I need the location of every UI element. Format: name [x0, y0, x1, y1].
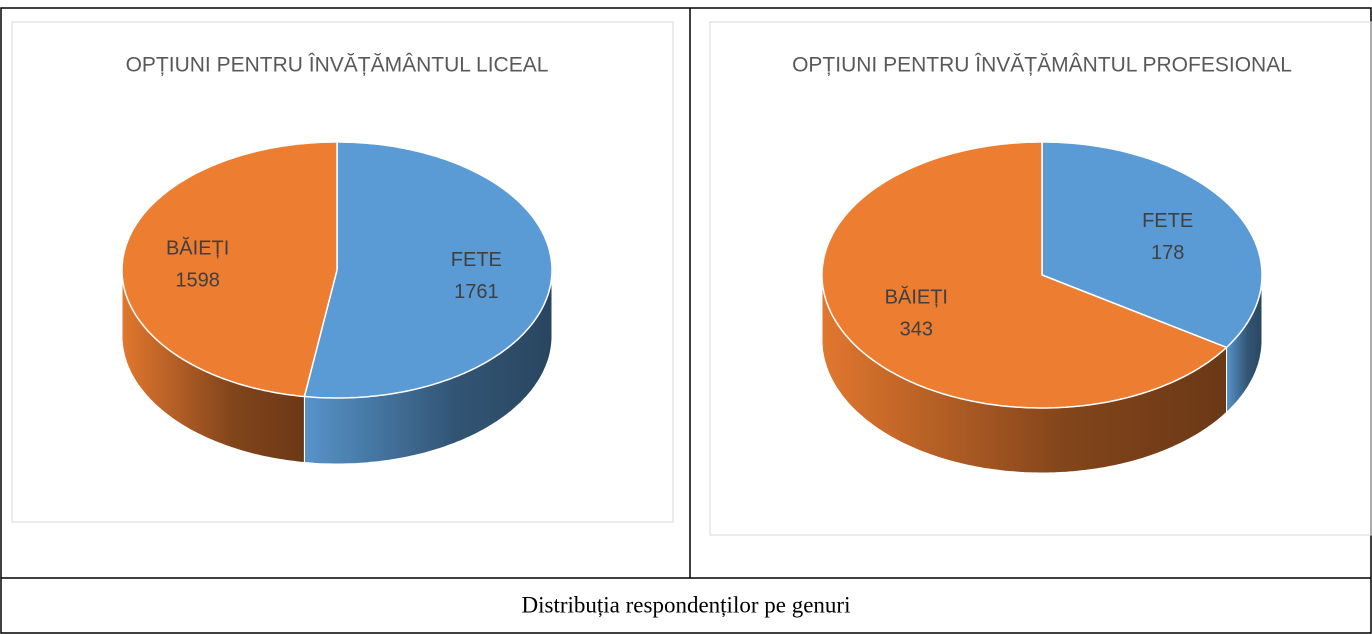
- slice-label: FETE: [1142, 210, 1193, 232]
- chart-title: OPȚIUNI PENTRU ÎNVĂȚĂMÂNTUL PROFESIONAL: [792, 54, 1292, 77]
- slice-value: 1598: [175, 269, 220, 291]
- slice-label: FETE: [451, 249, 502, 271]
- pie-slice: [821, 141, 1228, 409]
- chart-frame: [11, 21, 674, 523]
- pie-slice: [121, 141, 338, 398]
- slice-label: BĂIEȚI: [885, 285, 948, 308]
- slice-value: 1761: [454, 281, 499, 303]
- pie-slice: [303, 141, 553, 399]
- slice-value: 178: [1151, 242, 1184, 264]
- chart-title: OPȚIUNI PENTRU ÎNVĂȚĂMÂNTUL LICEAL: [126, 54, 549, 77]
- chart-frame: [709, 21, 1372, 536]
- caption: Distribuția respondenților pe genuri: [522, 592, 851, 617]
- slice-label: BĂIEȚI: [166, 236, 229, 259]
- slice-value: 343: [900, 318, 933, 340]
